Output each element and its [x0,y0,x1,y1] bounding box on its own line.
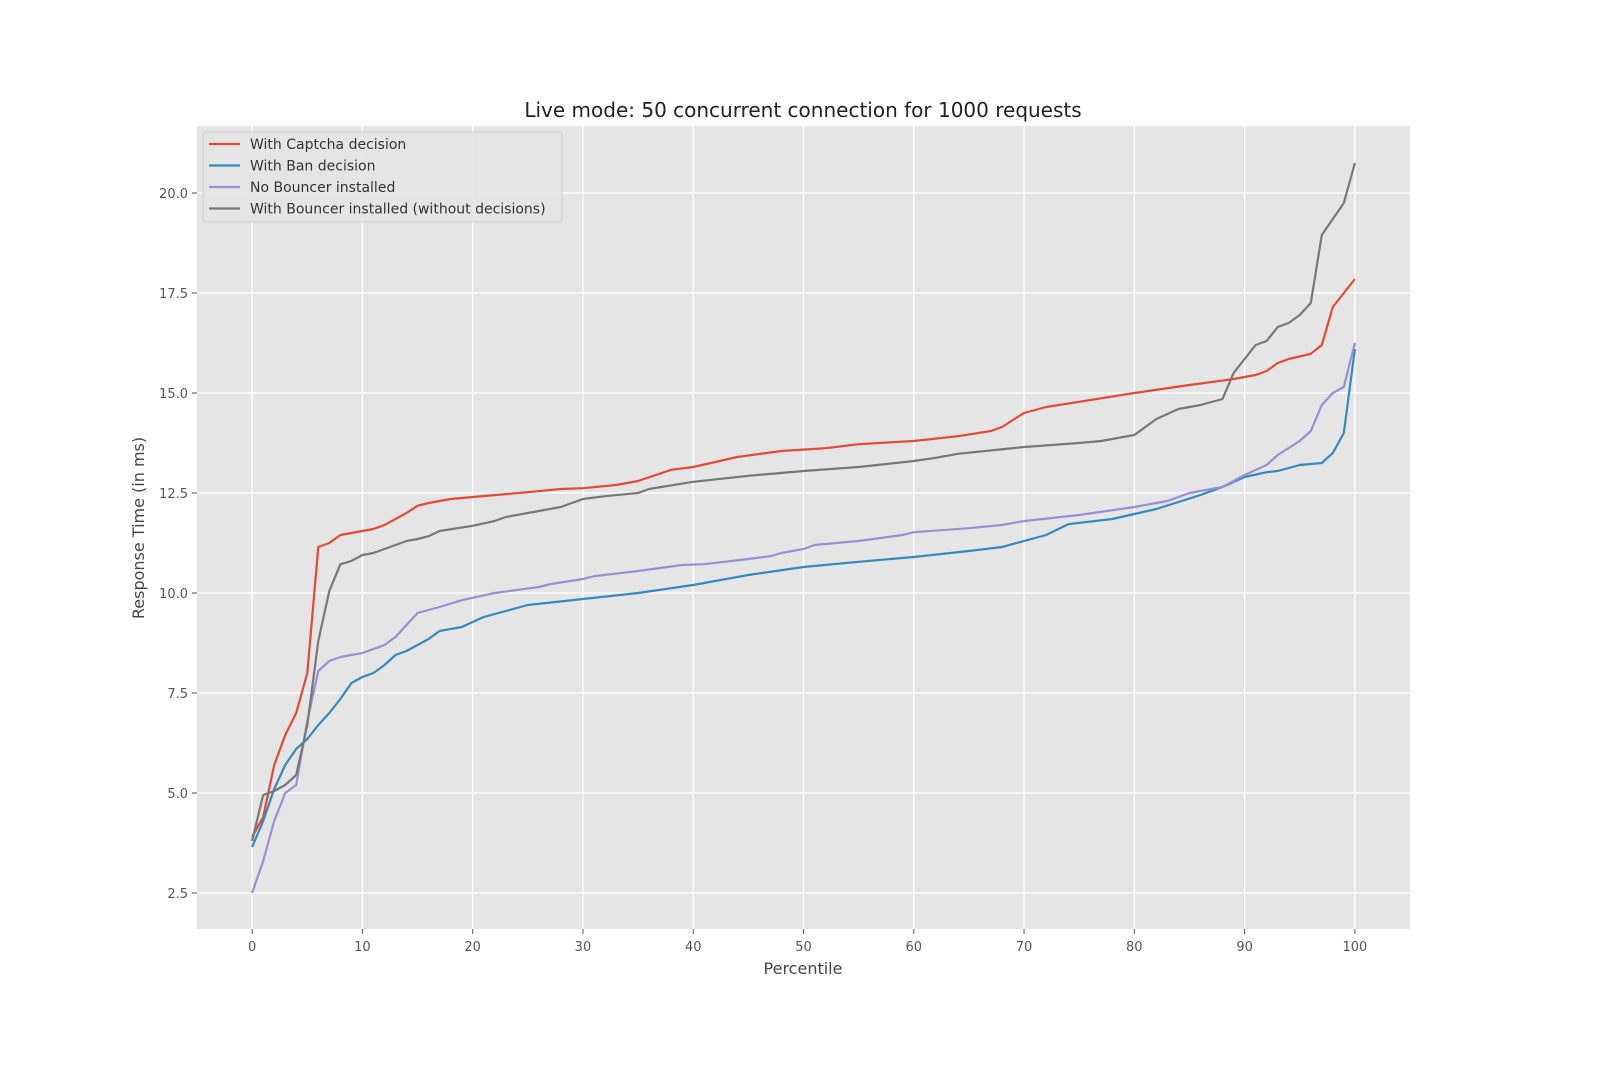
y-tick-label: 15.0 [159,387,188,402]
legend-label: With Bouncer installed (without decision… [250,202,546,218]
x-tick-label: 0 [248,940,256,955]
y-tick-label: 17.5 [159,287,188,302]
legend: With Captcha decision With Ban decision No… [202,131,563,223]
legend-label: No Bouncer installed [250,180,395,196]
series-line-2 [251,342,1356,894]
y-tick-label: 10.0 [159,587,188,602]
series-line-0 [251,278,1356,838]
x-tick-label: 30 [575,940,592,955]
x-tick-label: 60 [905,940,922,955]
x-axis-label: Percentile [764,959,843,978]
y-tick-label: 2.5 [167,887,188,902]
x-axis-ticks: 0 10 20 30 40 50 60 70 80 90 100 [248,929,1367,955]
grid-lines [197,126,1410,929]
y-tick-label: 20.0 [159,187,188,202]
y-tick-label: 7.5 [167,687,188,702]
legend-label: With Ban decision [250,159,375,175]
x-tick-label: 90 [1236,940,1253,955]
chart-title: Live mode: 50 concurrent connection for … [524,98,1081,122]
series-lines [251,162,1356,894]
x-tick-label: 50 [795,940,812,955]
y-tick-label: 5.0 [167,787,188,802]
x-tick-label: 20 [464,940,481,955]
y-axis-ticks: 2.5 5.0 7.5 10.0 12.5 15.0 17.5 20.0 [159,187,197,902]
series-line-3 [251,162,1356,842]
y-tick-label: 12.5 [159,487,188,502]
x-tick-label: 100 [1342,940,1367,955]
legend-box [202,131,563,223]
x-tick-label: 40 [685,940,702,955]
x-tick-label: 80 [1126,940,1143,955]
x-tick-label: 10 [354,940,371,955]
y-axis-label: Response Time (in ms) [129,437,148,619]
legend-label: With Captcha decision [250,137,406,153]
x-tick-label: 70 [1016,940,1033,955]
